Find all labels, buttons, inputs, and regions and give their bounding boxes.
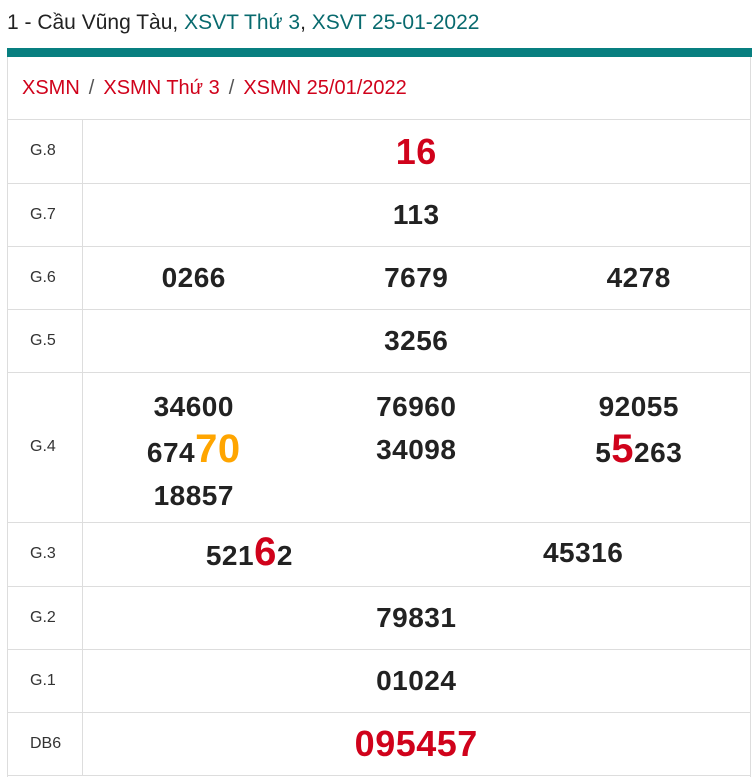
prize-label: G.3 bbox=[8, 522, 83, 587]
prize-label: G.7 bbox=[8, 183, 83, 247]
breadcrumb-separator: / bbox=[88, 77, 95, 99]
prize-values: 0266 7679 4278 bbox=[82, 246, 751, 310]
number-digits: 095457 bbox=[354, 723, 478, 764]
prize-column: 92055 55263 bbox=[528, 385, 751, 517]
title-comma: , bbox=[300, 11, 312, 34]
prize-number: 01024 bbox=[83, 659, 751, 702]
prize-number: 0266 bbox=[83, 256, 306, 299]
page-title: 1 - Cầu Vũng Tàu, XSVT Thứ 3, XSVT 25-01… bbox=[7, 11, 479, 35]
prize-number: 76960 bbox=[305, 385, 528, 428]
prize-row: G.5 3256 bbox=[8, 309, 751, 373]
prize-row: G.6 0266 7679 4278 bbox=[8, 246, 751, 310]
number-digits: 34600 bbox=[153, 390, 234, 422]
number-digits: 263 bbox=[634, 436, 683, 468]
prize-column: 3256 bbox=[83, 319, 751, 362]
prize-number: 34600 bbox=[83, 385, 306, 428]
prize-number: 113 bbox=[83, 193, 751, 236]
prize-row: G.3 52162 45316 bbox=[8, 522, 750, 587]
breadcrumb-separator: / bbox=[228, 77, 235, 99]
highlighted-digits: 5 bbox=[611, 426, 635, 471]
highlighted-digits: 6 bbox=[254, 530, 277, 574]
prize-values: 113 bbox=[82, 183, 751, 247]
breadcrumb-xsmn-date[interactable]: XSMN 25/01/2022 bbox=[243, 77, 407, 99]
breadcrumb-xsmn[interactable]: XSMN bbox=[22, 77, 80, 99]
highlighted-digits: 70 bbox=[195, 426, 241, 471]
prize-number: 45316 bbox=[416, 531, 750, 574]
number-digits: 0266 bbox=[161, 262, 226, 293]
number-digits: 2 bbox=[276, 540, 293, 571]
number-digits: 45316 bbox=[542, 537, 624, 568]
number-digits: 4278 bbox=[606, 262, 671, 293]
prize-row: G.1 01024 bbox=[8, 649, 751, 713]
prize-column: 52162 bbox=[83, 531, 417, 577]
prize-values: 34600 67470 18857 76960 34098 92055 55263 bbox=[82, 372, 751, 523]
prize-number: 52162 bbox=[83, 531, 417, 577]
prize-number: 34098 bbox=[305, 428, 528, 471]
prize-label: G.2 bbox=[8, 586, 83, 650]
number-digits: 01024 bbox=[376, 665, 457, 696]
number-digits: 76960 bbox=[376, 390, 457, 422]
prize-number: 55263 bbox=[528, 426, 751, 474]
prize-label: G.5 bbox=[8, 309, 83, 373]
number-digits: 79831 bbox=[376, 602, 457, 633]
prize-number: 67470 bbox=[83, 426, 306, 474]
prize-row: G.8 16 bbox=[8, 120, 751, 184]
number-digits: 7679 bbox=[384, 262, 449, 293]
prize-values: 095457 bbox=[82, 712, 751, 776]
prize-number: 79831 bbox=[83, 596, 751, 639]
prize-column: 113 bbox=[83, 193, 751, 236]
prize-label: G.8 bbox=[8, 120, 83, 184]
breadcrumb: XSMN / XSMN Thứ 3 / XSMN 25/01/2022 bbox=[8, 57, 750, 120]
number-digits: 113 bbox=[392, 199, 440, 230]
prize-number: 18857 bbox=[83, 474, 306, 517]
prize-values: 16 bbox=[82, 120, 751, 184]
prize-values: 52162 45316 bbox=[82, 522, 750, 587]
number-digits: 92055 bbox=[598, 390, 679, 422]
prize-column: 01024 bbox=[83, 659, 751, 702]
results-box: XSMN / XSMN Thứ 3 / XSMN 25/01/2022 G.8 16 G.7… bbox=[7, 57, 751, 777]
link-xsvt-thu-3[interactable]: XSVT Thứ 3 bbox=[184, 11, 301, 34]
breadcrumb-xsmn-thu-3[interactable]: XSMN Thứ 3 bbox=[103, 77, 220, 99]
prize-column: 095457 bbox=[83, 722, 751, 765]
prize-values: 01024 bbox=[82, 649, 751, 713]
title-prefix: 1 - Cầu Vũng Tàu, bbox=[7, 11, 185, 34]
prize-column: 7679 bbox=[305, 256, 528, 299]
prize-label: G.4 bbox=[8, 372, 83, 523]
prize-label: DB6 bbox=[8, 712, 83, 776]
number-digits: 5 bbox=[595, 436, 612, 468]
number-digits: 3256 bbox=[384, 325, 449, 356]
prize-number: 92055 bbox=[528, 385, 751, 428]
accent-bar bbox=[7, 48, 752, 57]
prize-column: 16 bbox=[83, 130, 751, 173]
prize-number: 4278 bbox=[528, 256, 751, 299]
number-digits: 16 bbox=[395, 130, 437, 172]
prize-row: G.2 79831 bbox=[8, 586, 751, 650]
number-digits: 521 bbox=[205, 540, 255, 571]
link-xsvt-date[interactable]: XSVT 25-01-2022 bbox=[311, 11, 480, 34]
results-table: G.8 16 G.7 113 G.6 0266 7679 4278 G.5 3256 G.4 3460… bbox=[8, 120, 750, 776]
prize-values: 3256 bbox=[82, 309, 751, 373]
number-digits: 34098 bbox=[376, 433, 457, 465]
prize-number: 095457 bbox=[83, 722, 751, 765]
prize-row: G.7 113 bbox=[8, 183, 751, 247]
prize-column: 0266 bbox=[83, 256, 306, 299]
prize-row: G.4 34600 67470 18857 76960 34098 92055 55263 bbox=[8, 372, 751, 523]
number-digits: 674 bbox=[146, 436, 196, 468]
number-digits: 18857 bbox=[153, 479, 234, 511]
prize-number: 16 bbox=[83, 130, 751, 173]
prize-column: 79831 bbox=[83, 596, 751, 639]
prize-column: 34600 67470 18857 bbox=[83, 385, 306, 517]
prize-column: 76960 34098 bbox=[305, 385, 528, 517]
prize-number: 7679 bbox=[305, 256, 528, 299]
prize-label: G.1 bbox=[8, 649, 83, 713]
prize-column: 45316 bbox=[416, 531, 750, 577]
prize-column: 4278 bbox=[528, 256, 751, 299]
prize-values: 79831 bbox=[82, 586, 751, 650]
prize-label: G.6 bbox=[8, 246, 83, 310]
prize-number: 3256 bbox=[83, 319, 751, 362]
prize-row: DB6 095457 bbox=[8, 712, 751, 776]
